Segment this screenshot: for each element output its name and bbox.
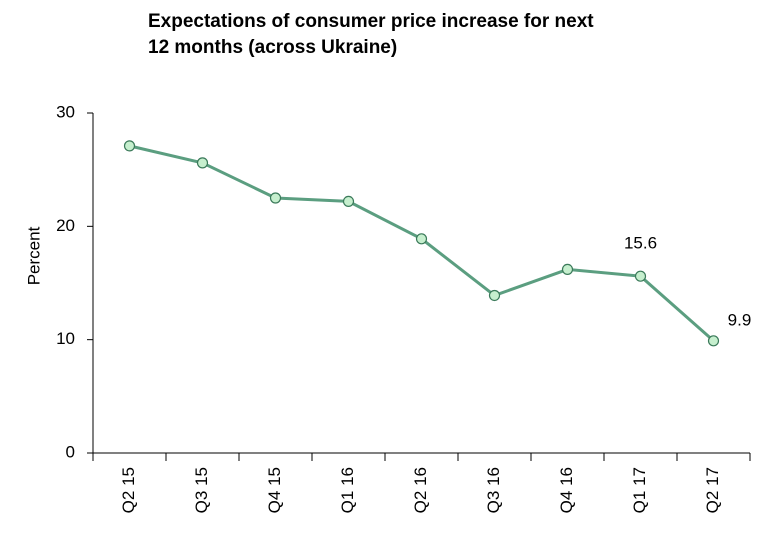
- y-tick-label: 0: [66, 442, 75, 461]
- marker: [342, 195, 355, 207]
- x-tick-label: Q2 16: [411, 467, 430, 513]
- chart-title: Expectations of consumer price increase …: [148, 11, 594, 32]
- marker: [561, 263, 574, 275]
- x-tick-label: Q1 17: [630, 467, 649, 513]
- chart-title: 12 months (across Ukraine): [148, 37, 397, 58]
- x-tick-label: Q1 16: [338, 467, 357, 513]
- y-tick-label: 10: [56, 329, 75, 348]
- y-axis-label: Percent: [24, 226, 43, 285]
- marker: [123, 140, 136, 152]
- data-label: 15.6: [624, 234, 657, 253]
- marker: [196, 157, 209, 169]
- x-tick-label: Q3 15: [192, 467, 211, 513]
- marker: [269, 192, 282, 204]
- y-tick-label: 20: [56, 216, 75, 235]
- marker: [707, 335, 720, 347]
- marker: [634, 270, 647, 282]
- marker: [488, 289, 501, 302]
- x-tick-label: Q4 16: [557, 467, 576, 513]
- x-tick-label: Q3 16: [484, 467, 503, 513]
- data-label: 9.9: [728, 310, 752, 329]
- x-tick-label: Q2 17: [703, 467, 722, 513]
- x-tick-label: Q4 15: [265, 467, 284, 513]
- marker: [415, 233, 428, 245]
- x-tick-label: Q2 15: [119, 467, 138, 513]
- y-tick-label: 30: [56, 102, 75, 121]
